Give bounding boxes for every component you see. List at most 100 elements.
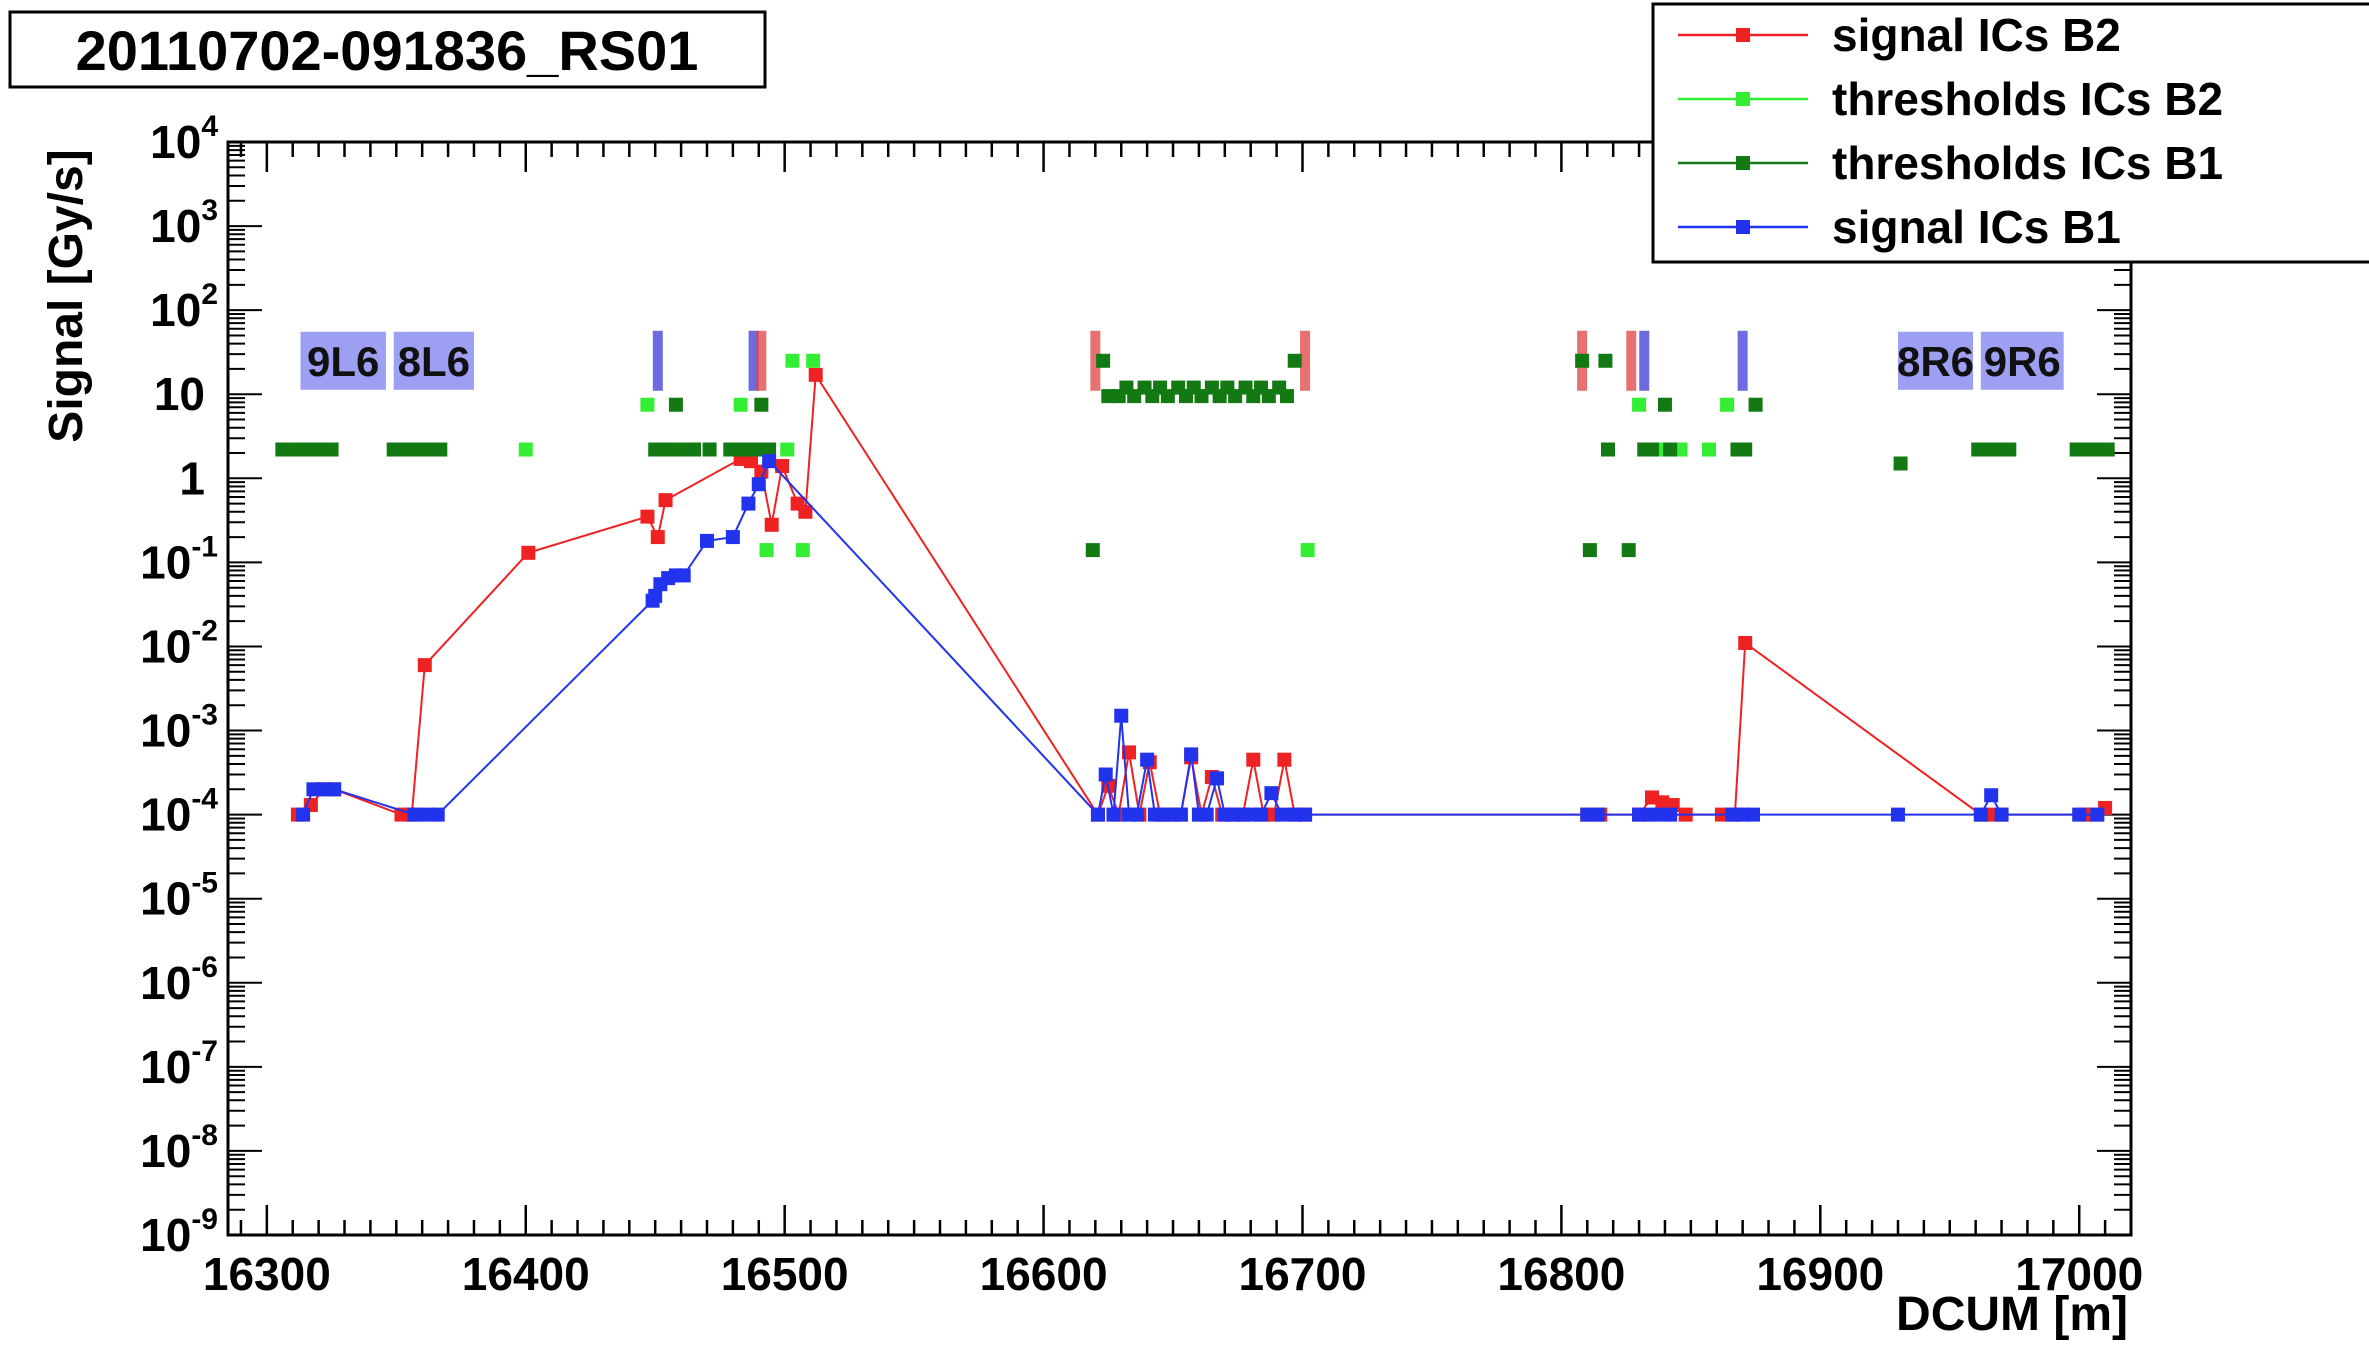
data-point [1890,807,1905,822]
position-marker [1639,330,1650,391]
region-label: 8R6 [1897,338,1974,385]
region-label: 9L6 [307,338,379,385]
data-point [1621,543,1636,558]
data-point [2100,442,2115,457]
data-point [1973,807,1988,822]
plot-frame [226,140,2133,1237]
data-point [741,496,756,511]
data-point [521,545,536,560]
chart-title-box: 20110702-091836_RS01 [8,10,767,89]
data-point [699,533,714,548]
data-point [759,543,774,558]
data-point [775,459,790,474]
data-point [1122,745,1137,760]
data-point [744,454,759,469]
region-label: 8L6 [398,338,470,385]
data-point [725,530,740,545]
series-thresholds-ics-b2 [518,353,1735,558]
data-point [1738,442,1753,457]
data-point [1254,807,1269,822]
data-point [640,397,655,412]
y-tick-label: 102 [150,278,218,336]
legend-entry: signal ICs B1 [1678,201,2121,253]
x-tick-labels: 16300 16400 16500 16600 16700 16800 16900 17000 [203,1248,2143,1300]
data-point [2002,442,2017,457]
y-tick-labels: 10410310210110-110-210-310-410-510-610-7… [140,110,218,1261]
legend-marker [1736,220,1750,234]
y-tick-label: 104 [150,110,218,168]
x-tick-label: 17000 [2015,1248,2143,1300]
legend-label: signal ICs B1 [1832,201,2121,253]
data-point [1663,442,1678,457]
data-point [1701,442,1716,457]
data-point [1264,786,1279,801]
position-marker [748,330,759,391]
legend: signal ICs B2 thresholds ICs B2 thresholds… [1651,2,2369,264]
data-point [1663,807,1678,822]
legend-label: thresholds ICs B2 [1832,73,2223,125]
region-label: 9R6 [1984,338,2061,385]
data-point [798,504,813,519]
data-point [1720,397,1735,412]
y-tick-label: 10-8 [140,1119,218,1177]
data-point [1098,767,1113,782]
region-box [300,331,386,390]
y-tick-label: 103 [150,194,218,252]
data-point [1277,752,1292,767]
data-point [702,442,717,457]
data-point [1298,807,1313,822]
x-tick-label: 16400 [462,1248,590,1300]
data-point [1106,807,1121,822]
data-point [1300,543,1315,558]
data-point [751,477,766,492]
data-point [658,493,673,508]
data-point [1129,807,1144,822]
x-axis-title: DCUM [m] [1896,1288,2128,1341]
legend-marker [1736,28,1750,42]
data-point [1893,456,1908,471]
data-point [324,442,339,457]
y-axis-title: Signal [Gy/s] [40,149,93,442]
data-point [1287,353,1302,368]
data-point [1994,807,2009,822]
y-tick-label: 10-5 [140,867,218,925]
x-tick-label: 16800 [1497,1248,1625,1300]
x-tick-label: 16900 [1756,1248,1884,1300]
data-point [407,807,422,822]
data-point [785,353,800,368]
data-point [1738,635,1753,650]
data-point [762,442,777,457]
data-point [1600,442,1615,457]
series-signal-ics-b1 [296,454,2105,822]
chart-title: 20110702-091836_RS01 [76,19,699,82]
y-tick-label: 10-2 [140,614,218,672]
data-point [1645,442,1660,457]
legend-label: signal ICs B2 [1832,9,2121,61]
region-box [1980,331,2064,390]
legend-entry: thresholds ICs B1 [1678,137,2223,189]
data-point [430,807,445,822]
data-point [518,442,533,457]
data-point [417,658,432,673]
series-signal-ics-b2 [290,367,2113,822]
data-point [2090,807,2105,822]
position-marker [1737,330,1748,391]
position-marker [1090,330,1101,391]
y-tick-label: 10-1 [140,530,218,588]
position-marker [1626,330,1637,391]
data-point [780,442,795,457]
legend-entry: thresholds ICs B2 [1678,73,2223,125]
data-point [1114,708,1129,723]
position-marker [652,330,663,391]
data-point [1140,752,1155,767]
data-point [433,442,448,457]
data-point [668,397,683,412]
y-tick-label: 10-7 [140,1035,218,1093]
data-point [1210,771,1225,786]
data-point [733,397,748,412]
data-point [764,517,779,532]
series-line [297,371,2106,819]
data-point [1199,807,1214,822]
legend-label: thresholds ICs B1 [1832,137,2223,189]
data-point [1984,788,1999,803]
